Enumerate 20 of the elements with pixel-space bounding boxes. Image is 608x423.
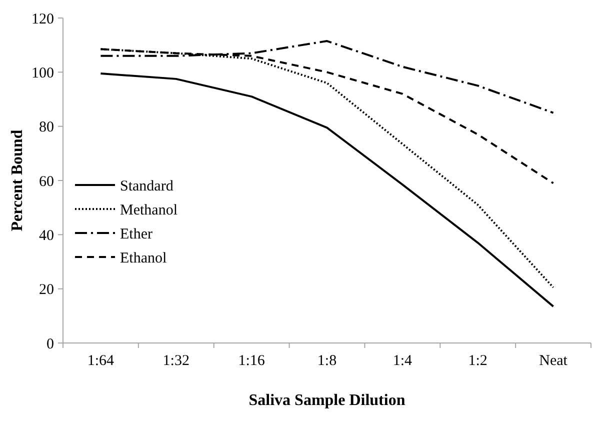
y-tick-label: 0 (46, 336, 54, 352)
x-tick-label: 1:16 (238, 353, 266, 369)
y-tick-label: 80 (39, 120, 54, 136)
legend-label: Ethanol (120, 250, 167, 266)
x-tick-label: Neat (539, 353, 568, 369)
legend-label: Ether (120, 226, 152, 242)
y-tick-label: 40 (39, 228, 54, 244)
y-tick-label: 60 (39, 174, 54, 190)
y-tick-label: 20 (39, 282, 54, 298)
legend-label: Methanol (120, 202, 178, 218)
x-tick-label: 1:4 (392, 353, 413, 369)
y-axis-title: Percent Bound (9, 130, 26, 232)
x-tick-label: 1:64 (87, 353, 115, 369)
x-tick-label: 1:2 (468, 353, 488, 369)
y-tick-label: 100 (32, 65, 54, 82)
y-tick-label: 120 (32, 11, 54, 28)
x-axis-title: Saliva Sample Dilution (248, 392, 406, 409)
x-tick-label: 1:8 (317, 353, 337, 369)
x-tick-label: 1:32 (162, 353, 190, 369)
legend-label: Standard (120, 178, 174, 194)
